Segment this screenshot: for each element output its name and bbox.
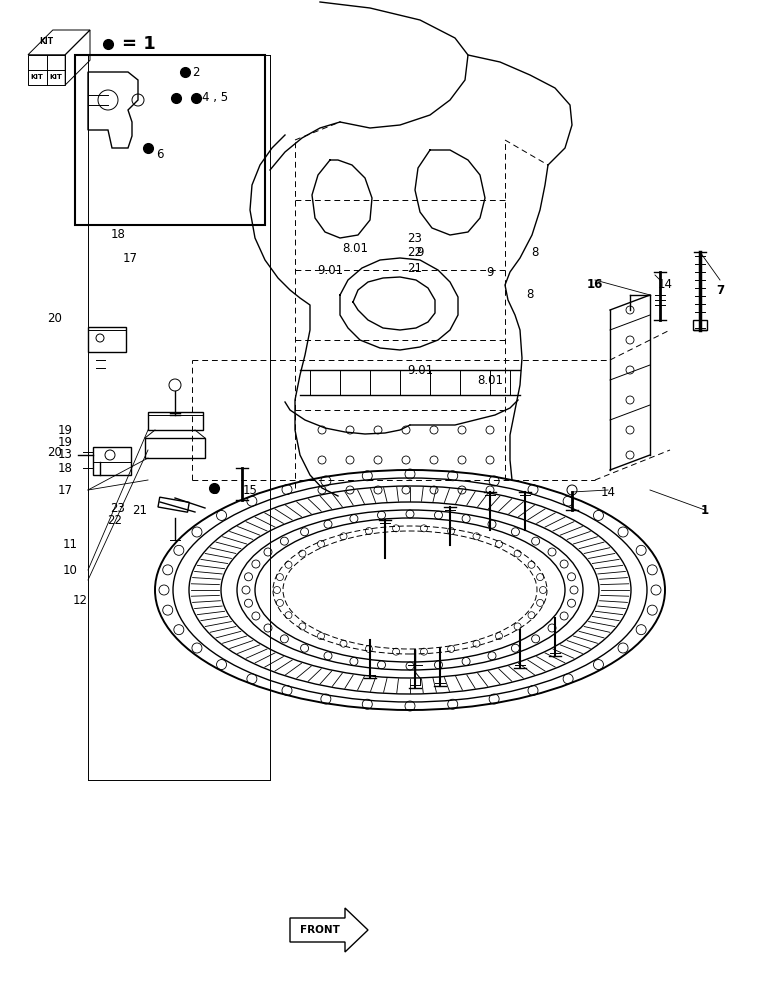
Text: 16: 16 [587, 278, 603, 292]
Text: = 1: = 1 [122, 35, 156, 53]
Text: 20: 20 [48, 446, 63, 460]
Text: 17: 17 [57, 484, 73, 496]
Text: 8: 8 [527, 288, 533, 302]
Text: 9: 9 [486, 265, 494, 278]
Text: 11: 11 [63, 538, 77, 552]
Text: 23: 23 [408, 232, 422, 244]
Text: 20: 20 [48, 312, 63, 324]
Text: 14: 14 [601, 486, 615, 498]
Text: 2: 2 [192, 66, 199, 79]
Text: 9.01: 9.01 [407, 363, 433, 376]
Text: KIT: KIT [49, 74, 63, 80]
Text: 21: 21 [408, 261, 422, 274]
Bar [93, 447, 131, 475]
Text: 14: 14 [658, 278, 672, 292]
Text: 22: 22 [408, 246, 422, 259]
Bar [693, 320, 707, 330]
Text: 8: 8 [531, 245, 539, 258]
Text: 8.01: 8.01 [477, 373, 503, 386]
Text: 6: 6 [156, 148, 164, 161]
Bar [158, 497, 189, 512]
Bar [75, 55, 265, 225]
Text: 18: 18 [110, 229, 125, 241]
Text: 15: 15 [242, 484, 257, 496]
Text: 18: 18 [58, 462, 73, 475]
Text: 13: 13 [58, 448, 73, 462]
Text: 1: 1 [701, 504, 709, 516]
Text: KIT: KIT [39, 36, 54, 45]
Text: 19: 19 [57, 424, 73, 436]
Bar [145, 438, 205, 458]
Text: 10: 10 [63, 564, 77, 576]
Text: 22: 22 [107, 514, 123, 526]
Text: 3: 3 [212, 484, 218, 496]
Text: 23: 23 [110, 502, 125, 514]
Bar [148, 412, 203, 430]
Text: 12: 12 [73, 593, 87, 606]
Text: KIT: KIT [31, 74, 44, 80]
Bar [88, 327, 126, 352]
Text: 7: 7 [716, 284, 724, 296]
Text: 17: 17 [123, 251, 137, 264]
Text: 9.01: 9.01 [317, 263, 343, 276]
Text: 21: 21 [133, 504, 147, 516]
Text: 4 , 5: 4 , 5 [202, 92, 228, 104]
Text: 8.01: 8.01 [342, 241, 368, 254]
Text: 9: 9 [416, 245, 424, 258]
Text: FRONT: FRONT [300, 925, 340, 935]
Text: 19: 19 [57, 436, 73, 450]
